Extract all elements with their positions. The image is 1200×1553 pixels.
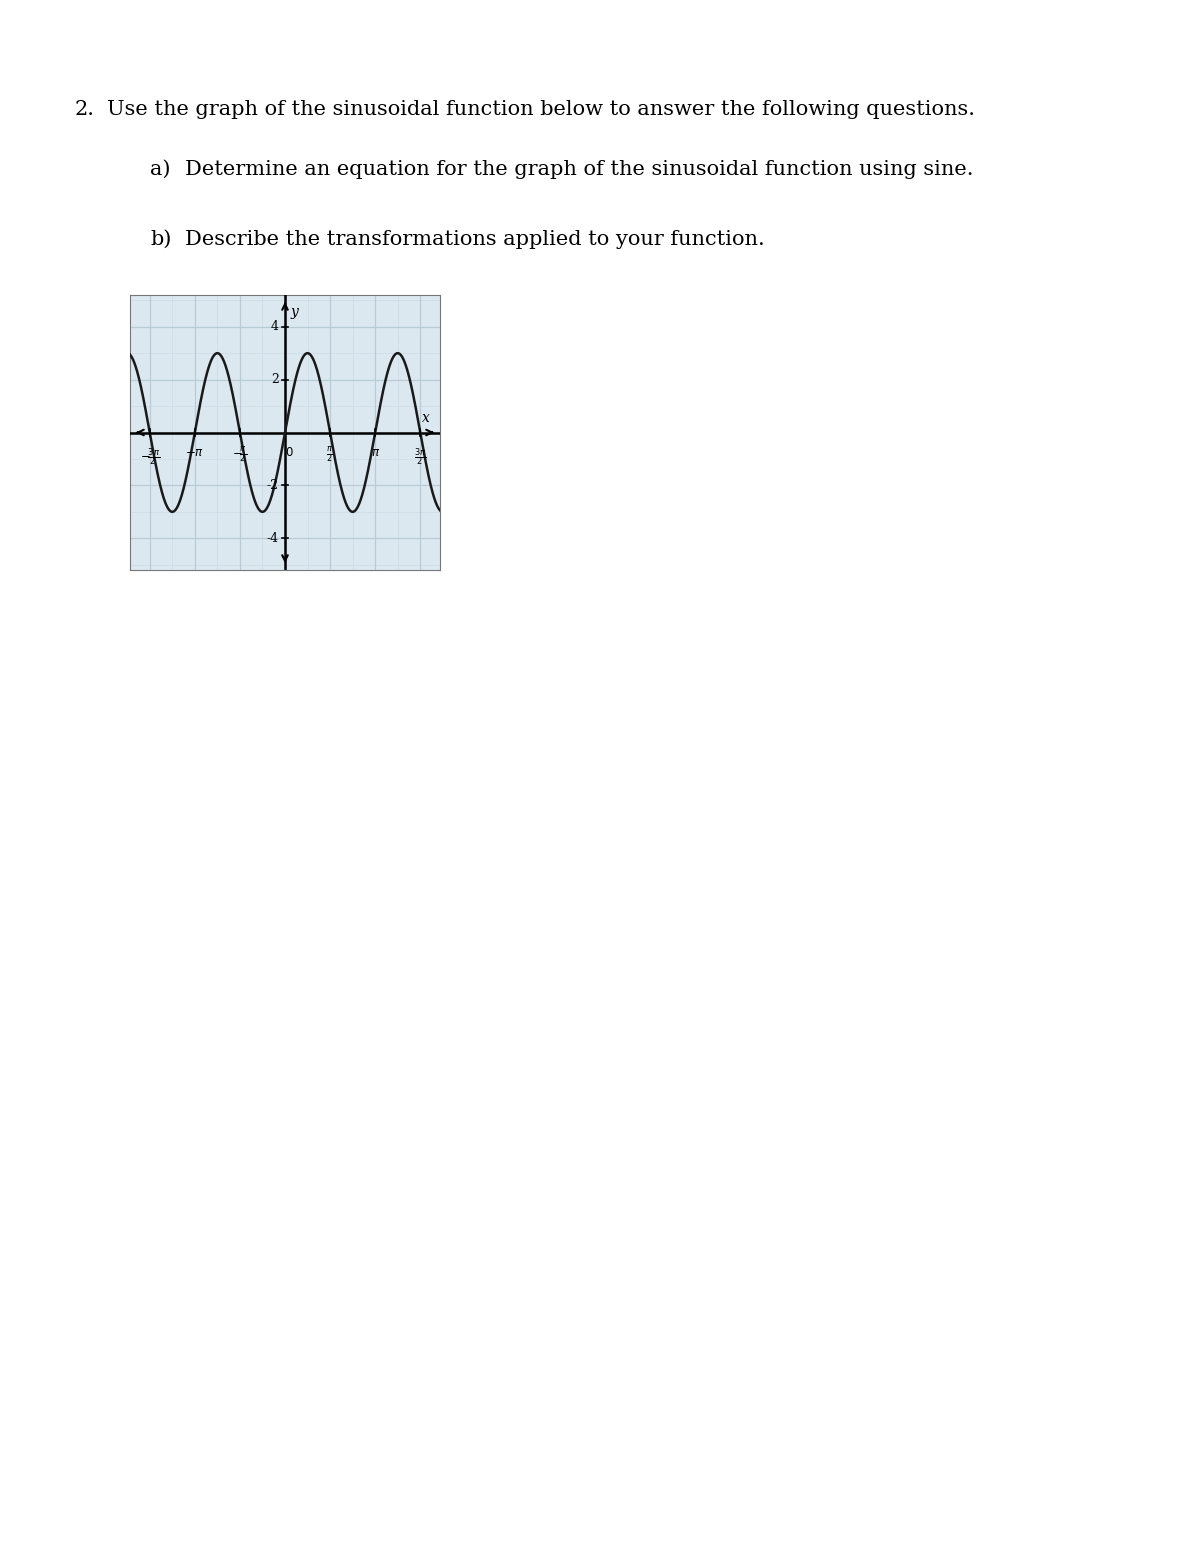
Text: $-\!\frac{\pi}{2}$: $-\!\frac{\pi}{2}$	[233, 446, 247, 466]
Text: $\frac{3\pi}{2}$: $\frac{3\pi}{2}$	[414, 446, 426, 467]
Text: $-\pi$: $-\pi$	[185, 446, 204, 460]
Text: $0$: $0$	[284, 446, 294, 460]
Text: $\pi$: $\pi$	[371, 446, 379, 460]
Text: Determine an equation for the graph of the sinusoidal function using sine.: Determine an equation for the graph of t…	[185, 160, 973, 179]
Text: b): b)	[150, 230, 172, 248]
Text: 2.: 2.	[74, 99, 95, 120]
Text: 4: 4	[271, 320, 278, 334]
Text: x: x	[422, 412, 430, 426]
Text: $-\!\frac{3\pi}{2}$: $-\!\frac{3\pi}{2}$	[139, 446, 160, 467]
Text: a): a)	[150, 160, 170, 179]
Text: y: y	[290, 304, 298, 318]
Text: $\frac{\pi}{2}$: $\frac{\pi}{2}$	[326, 446, 334, 466]
Text: -4: -4	[266, 531, 278, 545]
Text: -2: -2	[266, 478, 278, 492]
Text: 2: 2	[271, 373, 278, 387]
Text: Use the graph of the sinusoidal function below to answer the following questions: Use the graph of the sinusoidal function…	[107, 99, 974, 120]
Text: Describe the transformations applied to your function.: Describe the transformations applied to …	[185, 230, 764, 248]
